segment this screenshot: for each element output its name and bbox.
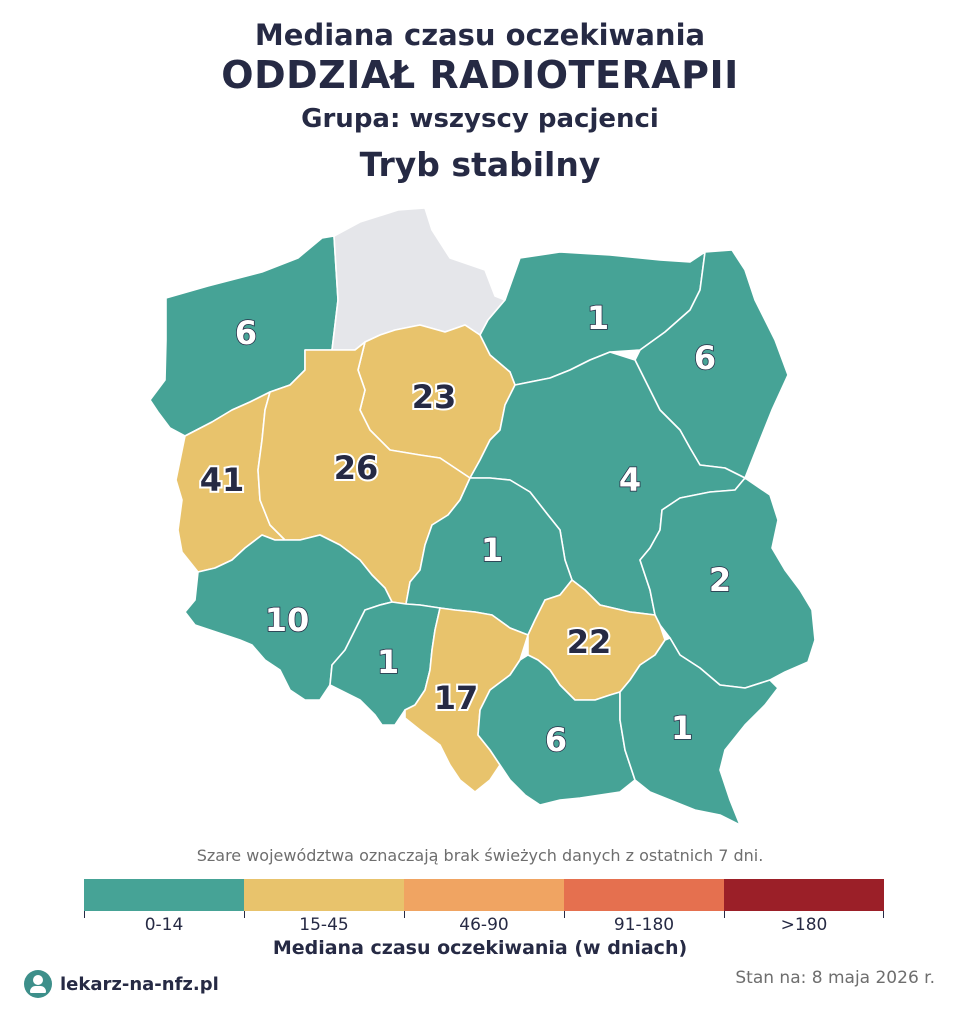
legend-swatch-0: 0-14 (84, 879, 244, 935)
brand-name: lekarz-na-nfz.pl (60, 973, 219, 995)
region-value-dolnoslaskie: 10 (265, 601, 310, 639)
region-value-slaskie: 17 (434, 679, 479, 717)
legend-title: Mediana czasu oczekiwania (w dniach) (272, 937, 688, 959)
brand: lekarz-na-nfz.pl (24, 970, 219, 998)
legend-swatch-1: 15-45 (244, 879, 404, 935)
legend-label: >180 (780, 915, 828, 935)
region-podkarpackie (619, 637, 779, 826)
legend-swatch-2: 46-90 (404, 879, 564, 935)
region-malopolskie (477, 654, 636, 806)
region-value-podkarpackie: 1 (671, 709, 693, 747)
no-data-note: Szare województwa oznaczają brak świeżyc… (196, 846, 764, 865)
data-date: Stan na: 8 maja 2026 r. (735, 968, 935, 988)
region-value-zachodniopomorskie: 6 (235, 314, 257, 352)
doctor-icon (24, 970, 52, 998)
legend-tick (564, 911, 565, 918)
region-value-opolskie: 1 (377, 643, 399, 681)
group-subtitle: Grupa: wszyscy pacjenci (301, 104, 659, 134)
region-value-lubuskie: 41 (200, 461, 245, 499)
color-legend: 0-14 15-45 46-90 91-180 >180 (84, 879, 884, 935)
region-value-podlaskie: 6 (694, 339, 716, 377)
legend-tick (724, 911, 725, 918)
region-value-lubelskie: 2 (709, 561, 731, 599)
legend-label: 91-180 (613, 915, 675, 935)
legend-label: 15-45 (299, 915, 349, 935)
region-value-swietokrzyskie: 22 (567, 623, 612, 661)
legend-tick (244, 911, 245, 918)
region-slaskie (404, 607, 529, 793)
legend-label: 0-14 (144, 915, 184, 935)
region-value-malopolskie: 6 (545, 721, 567, 759)
legend-swatch-3: 91-180 (564, 879, 724, 935)
region-value-kujawsko-pomorskie: 23 (412, 378, 457, 416)
legend-tick (883, 911, 884, 918)
mode-subtitle: Tryb stabilny (359, 145, 601, 184)
legend-tick (84, 911, 85, 918)
legend-tick (404, 911, 405, 918)
legend-swatch-4: >180 (724, 879, 884, 935)
region-value-warminsko-mazurskie: 1 (587, 299, 609, 337)
title-line-1: Mediana czasu oczekiwania (254, 18, 706, 52)
legend-label: 46-90 (459, 915, 509, 935)
region-value-lodzkie: 1 (481, 531, 503, 569)
title-line-2: ODDZIAŁ RADIOTERAPII (221, 53, 739, 97)
region-value-mazowieckie: 4 (619, 461, 641, 499)
region-value-wielkopolskie: 26 (334, 449, 379, 487)
